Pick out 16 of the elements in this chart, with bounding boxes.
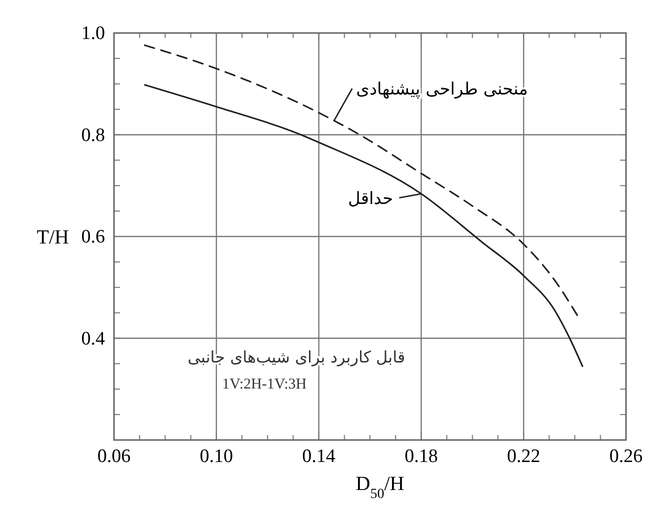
y-tick-label: 1.0 xyxy=(81,23,105,44)
x-tick-label: 0.26 xyxy=(609,446,643,467)
x-axis-title: D$_{50}$/H xyxy=(356,473,404,502)
x-tick-label: 0.14 xyxy=(302,446,336,467)
x-tick-label: 0.10 xyxy=(200,446,234,467)
line-series xyxy=(144,44,578,316)
y-tick-label: 0.8 xyxy=(81,124,105,146)
y-tick-label: 0.6 xyxy=(81,226,105,248)
annotation: منحنی طراحی پیشنهادی xyxy=(356,80,528,100)
y-axis-title: T/H xyxy=(36,226,69,248)
annotation: حداقل xyxy=(348,188,394,209)
annotation: 1V:2H-1V:3H xyxy=(222,376,307,392)
y-tick-label: 0.4 xyxy=(81,328,106,350)
x-tick-label: 0.06 xyxy=(97,446,131,467)
x-tick-label: 0.18 xyxy=(404,446,438,467)
x-tick-label: 0.22 xyxy=(506,446,540,467)
